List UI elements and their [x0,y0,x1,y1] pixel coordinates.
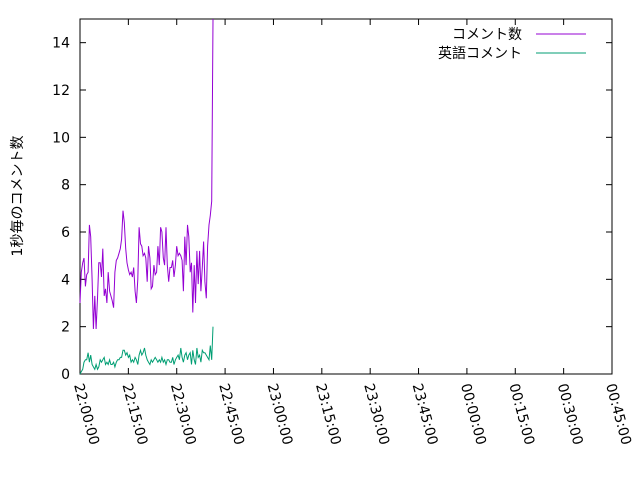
x-tick-label: 22:30:00 [167,382,199,447]
y-tick-label: 0 [61,367,70,383]
y-tick-label: 8 [61,178,70,194]
series-line-0 [79,18,214,330]
x-tick-label: 23:00:00 [264,382,296,447]
y-tick-label: 10 [52,130,70,146]
y-tick-label: 4 [61,272,70,288]
legend-label: コメント数 [452,27,522,43]
legend-label: 英語コメント [438,45,522,62]
x-tick-label: 23:30:00 [360,382,392,447]
y-tick-label: 2 [61,320,70,336]
x-tick-label: 23:45:00 [409,382,441,447]
x-tick-label: 00:15:00 [505,382,537,447]
plot-frame [79,18,613,375]
x-tick-label: 00:30:00 [554,382,586,447]
series-line-1 [79,326,214,375]
y-tick-label: 12 [52,83,70,99]
x-tick-label: 22:15:00 [118,382,150,447]
x-tick-label: 00:00:00 [457,382,489,447]
y-tick-label: 14 [52,36,70,52]
x-tick-label: 23:15:00 [312,382,344,447]
x-tick-label: 22:00:00 [70,382,102,447]
x-axis: 22:00:00 22:15:00 22:30:00 22:45:00 23:00:00… [70,19,634,447]
y-axis: 0 2 4 6 8 10 12 14 [52,36,612,383]
y-axis-label: 1秒毎のコメント数 [10,136,26,257]
x-tick-label: 22:45:00 [215,382,247,447]
y-tick-label: 6 [61,225,70,241]
series-layer [79,18,214,375]
x-tick-label: 00:45:00 [602,382,634,447]
